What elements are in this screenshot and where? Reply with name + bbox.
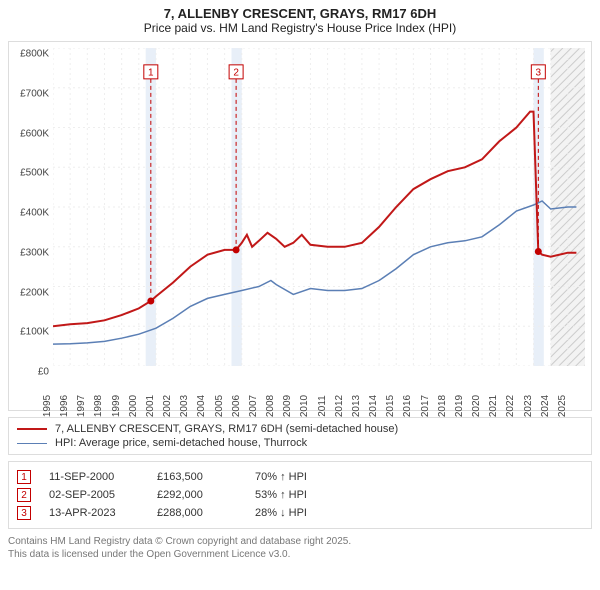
x-tick-label: 2014 [368,395,379,417]
svg-text:2: 2 [233,67,239,78]
sale-diff: 53% ↑ HPI [255,489,345,501]
sale-row: 1 11-SEP-2000 £163,500 70% ↑ HPI [17,468,583,486]
x-tick-label: 2024 [540,395,551,417]
legend-item: HPI: Average price, semi-detached house,… [17,436,583,450]
x-tick-label: 2018 [437,395,448,417]
x-tick-label: 2011 [317,395,328,417]
plot-region: 1 2 3 [53,48,585,366]
x-tick-label: 2025 [557,395,568,417]
x-tick-label: 2012 [334,395,345,417]
sale-price: £163,500 [157,471,237,483]
y-axis-labels: £0£100K£200K£300K£400K£500K£600K£700K£80… [11,48,51,366]
y-tick-label: £100K [20,327,49,338]
x-tick-label: 2005 [214,395,225,417]
x-tick-label: 2016 [402,395,413,417]
x-tick-label: 1997 [76,395,87,417]
legend-item: 7, ALLENBY CRESCENT, GRAYS, RM17 6DH (se… [17,422,583,436]
x-axis-labels: 1995199619971998199920002001200220032004… [53,366,585,410]
sale-date: 02-SEP-2005 [49,489,139,501]
x-tick-label: 2008 [265,395,276,417]
x-tick-label: 2004 [196,395,207,417]
x-tick-label: 2002 [162,395,173,417]
legend-swatch [17,428,47,430]
x-tick-label: 1998 [93,395,104,417]
svg-text:1: 1 [148,67,154,78]
y-tick-label: £700K [20,88,49,99]
sale-row: 2 02-SEP-2005 £292,000 53% ↑ HPI [17,486,583,504]
x-tick-label: 1999 [111,395,122,417]
legend-label: 7, ALLENBY CRESCENT, GRAYS, RM17 6DH (se… [55,423,398,435]
y-tick-label: £400K [20,208,49,219]
title-subtitle: Price paid vs. HM Land Registry's House … [8,21,592,35]
y-tick-label: £600K [20,128,49,139]
svg-text:3: 3 [536,67,542,78]
x-tick-label: 2022 [505,395,516,417]
x-tick-label: 2013 [351,395,362,417]
attribution: Contains HM Land Registry data © Crown c… [8,535,592,561]
legend-swatch [17,443,47,444]
plot-svg: 1 2 3 [53,48,585,366]
sale-price: £288,000 [157,507,237,519]
x-tick-label: 2000 [128,395,139,417]
x-tick-label: 2021 [488,395,499,417]
sale-date: 11-SEP-2000 [49,471,139,483]
y-tick-label: £200K [20,287,49,298]
x-tick-label: 2001 [145,395,156,417]
sale-marker: 2 [17,488,31,502]
x-tick-label: 2007 [248,395,259,417]
x-tick-label: 2020 [471,395,482,417]
y-tick-label: £0 [38,367,49,378]
sale-marker: 3 [17,506,31,520]
sale-row: 3 13-APR-2023 £288,000 28% ↓ HPI [17,504,583,522]
y-tick-label: £300K [20,247,49,258]
sale-diff: 70% ↑ HPI [255,471,345,483]
x-tick-label: 1995 [42,395,53,417]
attribution-line2: This data is licensed under the Open Gov… [8,548,592,561]
legend-label: HPI: Average price, semi-detached house,… [55,437,307,449]
title-address: 7, ALLENBY CRESCENT, GRAYS, RM17 6DH [8,6,592,21]
sales-box: 1 11-SEP-2000 £163,500 70% ↑ HPI 2 02-SEP-200… [8,461,592,529]
sale-diff: 28% ↓ HPI [255,507,345,519]
x-tick-label: 2015 [385,395,396,417]
x-tick-label: 2019 [454,395,465,417]
sale-price: £292,000 [157,489,237,501]
x-tick-label: 2010 [299,395,310,417]
sale-marker: 1 [17,470,31,484]
y-tick-label: £800K [20,49,49,60]
title-block: 7, ALLENBY CRESCENT, GRAYS, RM17 6DH Pri… [8,6,592,35]
x-tick-label: 2003 [179,395,190,417]
x-tick-label: 1996 [59,395,70,417]
y-tick-label: £500K [20,168,49,179]
sale-date: 13-APR-2023 [49,507,139,519]
x-tick-label: 2006 [231,395,242,417]
legend-box: 7, ALLENBY CRESCENT, GRAYS, RM17 6DH (se… [8,417,592,455]
x-tick-label: 2017 [420,395,431,417]
x-tick-label: 2023 [523,395,534,417]
x-tick-label: 2009 [282,395,293,417]
attribution-line1: Contains HM Land Registry data © Crown c… [8,535,592,548]
chart-area: £0 £100K £200K £300K £400K £500K £600K £700K £80… [8,41,592,411]
